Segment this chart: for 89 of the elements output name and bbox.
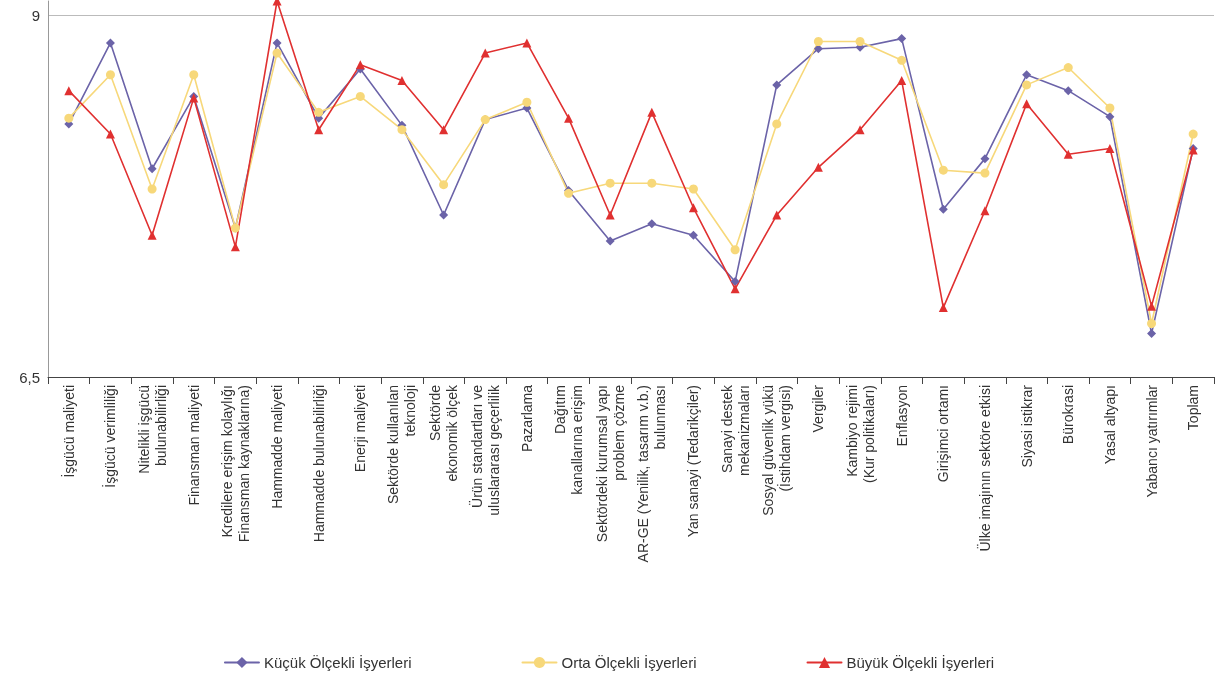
x-tick-label: Girişimci ortamı	[935, 385, 952, 483]
x-tick-label: Hammadde maliyeti	[269, 385, 286, 509]
x-tick-label: Yan sanayi (Tedarikçiler)	[685, 385, 702, 538]
x-tick-label: Vergiler	[810, 384, 827, 433]
legend-label: Orta Ölçekli İşyerleri	[561, 654, 697, 671]
point	[439, 180, 449, 190]
point	[439, 125, 449, 135]
point	[980, 154, 990, 164]
point	[938, 303, 948, 313]
x-tick-label: Ülke imajının sektöre etkisi	[975, 385, 993, 552]
point	[938, 165, 948, 175]
point	[688, 230, 698, 240]
point	[605, 210, 615, 220]
point	[897, 76, 907, 86]
point	[1105, 112, 1115, 122]
point	[564, 113, 574, 123]
x-tick-label: Siyasi istikrar	[1018, 384, 1035, 468]
point	[147, 164, 157, 174]
point	[1022, 70, 1032, 80]
x-tick-label: Pazarlama	[518, 384, 535, 452]
point	[730, 277, 740, 287]
point	[64, 113, 74, 123]
x-tick-label: Hammadde bulunabilirliği	[310, 385, 327, 543]
point	[105, 70, 115, 80]
point	[897, 34, 907, 44]
point	[1022, 80, 1032, 90]
point	[355, 91, 365, 101]
point	[897, 55, 907, 65]
x-tick-label: İşgücü maliyeti	[59, 385, 77, 478]
point	[647, 107, 657, 117]
point	[647, 178, 657, 188]
point	[355, 60, 365, 70]
point	[605, 236, 615, 246]
point	[272, 48, 282, 58]
point	[147, 230, 157, 240]
point	[730, 245, 740, 255]
x-tick-label: Kambiyo rejimi (Kur politikaları)	[843, 385, 877, 484]
x-tick-label: Nitelikli işgücü bulunabilirliği	[135, 385, 169, 474]
point	[730, 284, 740, 294]
x-tick-label: Enflasyon	[893, 385, 910, 447]
y-tick-label: 6,5	[19, 368, 40, 386]
point	[688, 184, 698, 194]
point	[147, 184, 157, 194]
point	[189, 70, 199, 80]
point	[105, 38, 115, 48]
point	[1147, 329, 1157, 339]
point	[605, 178, 615, 188]
point	[980, 206, 990, 216]
point	[647, 219, 657, 229]
point	[1188, 129, 1198, 139]
x-tick-label: Sosyal güvenlik yükü (İstihdam vergisi)	[760, 385, 794, 516]
x-tick-label: Enerji maliyeti	[352, 385, 369, 473]
point	[938, 204, 948, 214]
point	[314, 107, 324, 117]
point	[272, 38, 282, 48]
point	[980, 168, 990, 178]
point	[855, 125, 865, 135]
point	[105, 129, 115, 139]
x-tick-label: Yasal altyapı	[1101, 385, 1118, 465]
point	[1063, 63, 1073, 73]
point	[813, 36, 823, 46]
point	[397, 76, 407, 86]
x-tick-label: Sektörde kullanılan teknoloji	[385, 385, 419, 505]
legend-label: Büyük Ölçekli İşyerleri	[846, 654, 995, 671]
x-tick-label: Yabancı yatırımlar	[1143, 384, 1160, 498]
point	[772, 210, 782, 220]
x-tick-label: Kredilere erişim kolaylığı Finansman kaynaklarına)	[218, 385, 252, 543]
point	[1022, 99, 1032, 109]
point	[772, 119, 782, 129]
point	[813, 162, 823, 172]
point	[1147, 318, 1157, 328]
x-tick-label: Bürokrasi	[1060, 385, 1077, 445]
point	[772, 80, 782, 90]
point	[1105, 103, 1115, 113]
point	[397, 125, 407, 135]
x-tick-label: Toplam	[1185, 385, 1202, 431]
legend-label: Küçük Ölçekli İşyerleri	[263, 654, 412, 671]
point	[1147, 301, 1157, 311]
point	[1105, 144, 1115, 154]
point	[522, 97, 532, 107]
point	[439, 210, 449, 220]
y-tick-label: 9	[31, 6, 40, 24]
point	[480, 48, 490, 58]
point	[1063, 86, 1073, 96]
x-tick-label: İşgücü verimliliği	[101, 385, 119, 488]
point	[1063, 149, 1073, 159]
point	[688, 203, 698, 213]
point	[855, 36, 865, 46]
x-tick-label: Finansman maliyeti	[185, 385, 202, 506]
